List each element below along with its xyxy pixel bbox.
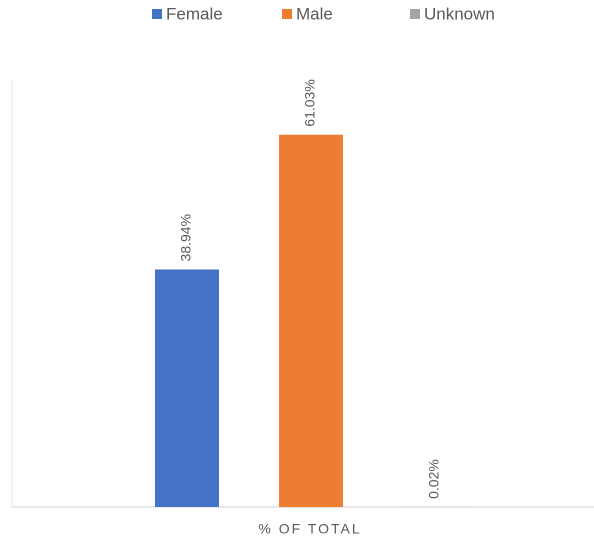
legend-swatch	[282, 9, 292, 19]
data-label: 38.94%	[178, 214, 194, 261]
legend-label: Unknown	[424, 4, 495, 23]
data-label: 0.02%	[426, 459, 442, 499]
legend-swatch	[152, 9, 162, 19]
x-tick-label: % OF TOTAL	[258, 521, 361, 537]
legend-label: Male	[296, 4, 333, 23]
bar	[279, 134, 343, 508]
bar	[155, 269, 219, 507]
legend-label: Female	[166, 4, 223, 23]
legend-swatch	[410, 9, 420, 19]
data-label: 61.03%	[302, 79, 318, 126]
